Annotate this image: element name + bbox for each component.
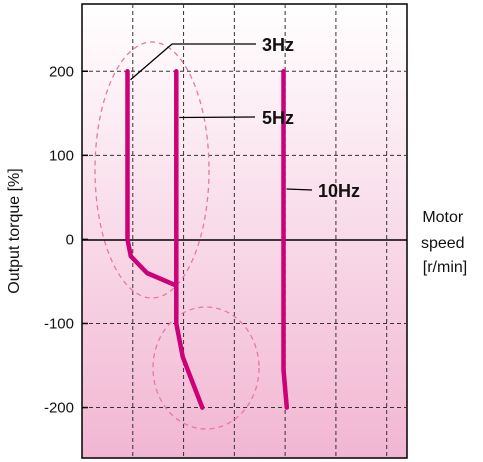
series-line-5hz <box>174 69 205 410</box>
y-axis-label: Output torque [%] <box>6 168 23 293</box>
highlight-ellipse-low-speed <box>94 41 210 299</box>
highlight-ellipses <box>94 41 260 430</box>
series-label: 10Hz <box>318 181 360 201</box>
y-ticks: 200 100 0 -100 -200 <box>44 63 88 417</box>
x-axis-label-line-1: Motor <box>422 209 464 226</box>
highlight-ellipse-regen <box>152 306 260 430</box>
series-label: 5Hz <box>262 108 294 128</box>
y-tick-label: 0 <box>66 231 74 248</box>
x-axis-label-line-2: speed <box>421 235 465 252</box>
series-group <box>125 69 290 410</box>
y-tick-label: 200 <box>49 63 74 80</box>
plot-area <box>81 3 408 459</box>
leader-line <box>286 188 313 191</box>
y-tick-label: 100 <box>49 147 74 164</box>
series-line-3hz <box>125 69 179 288</box>
y-tick-label: -100 <box>44 315 74 332</box>
series-leaders: 3Hz 5Hz 10Hz <box>130 35 360 201</box>
leader-line <box>130 43 256 81</box>
x-axis-label-line-3: [r/min] <box>423 259 467 276</box>
series-line-10hz <box>281 69 290 410</box>
x-axis-label: Motor speed [r/min] <box>421 209 469 276</box>
y-tick-label: -200 <box>44 400 74 417</box>
leader-line <box>179 116 256 119</box>
series-label: 3Hz <box>262 35 294 55</box>
